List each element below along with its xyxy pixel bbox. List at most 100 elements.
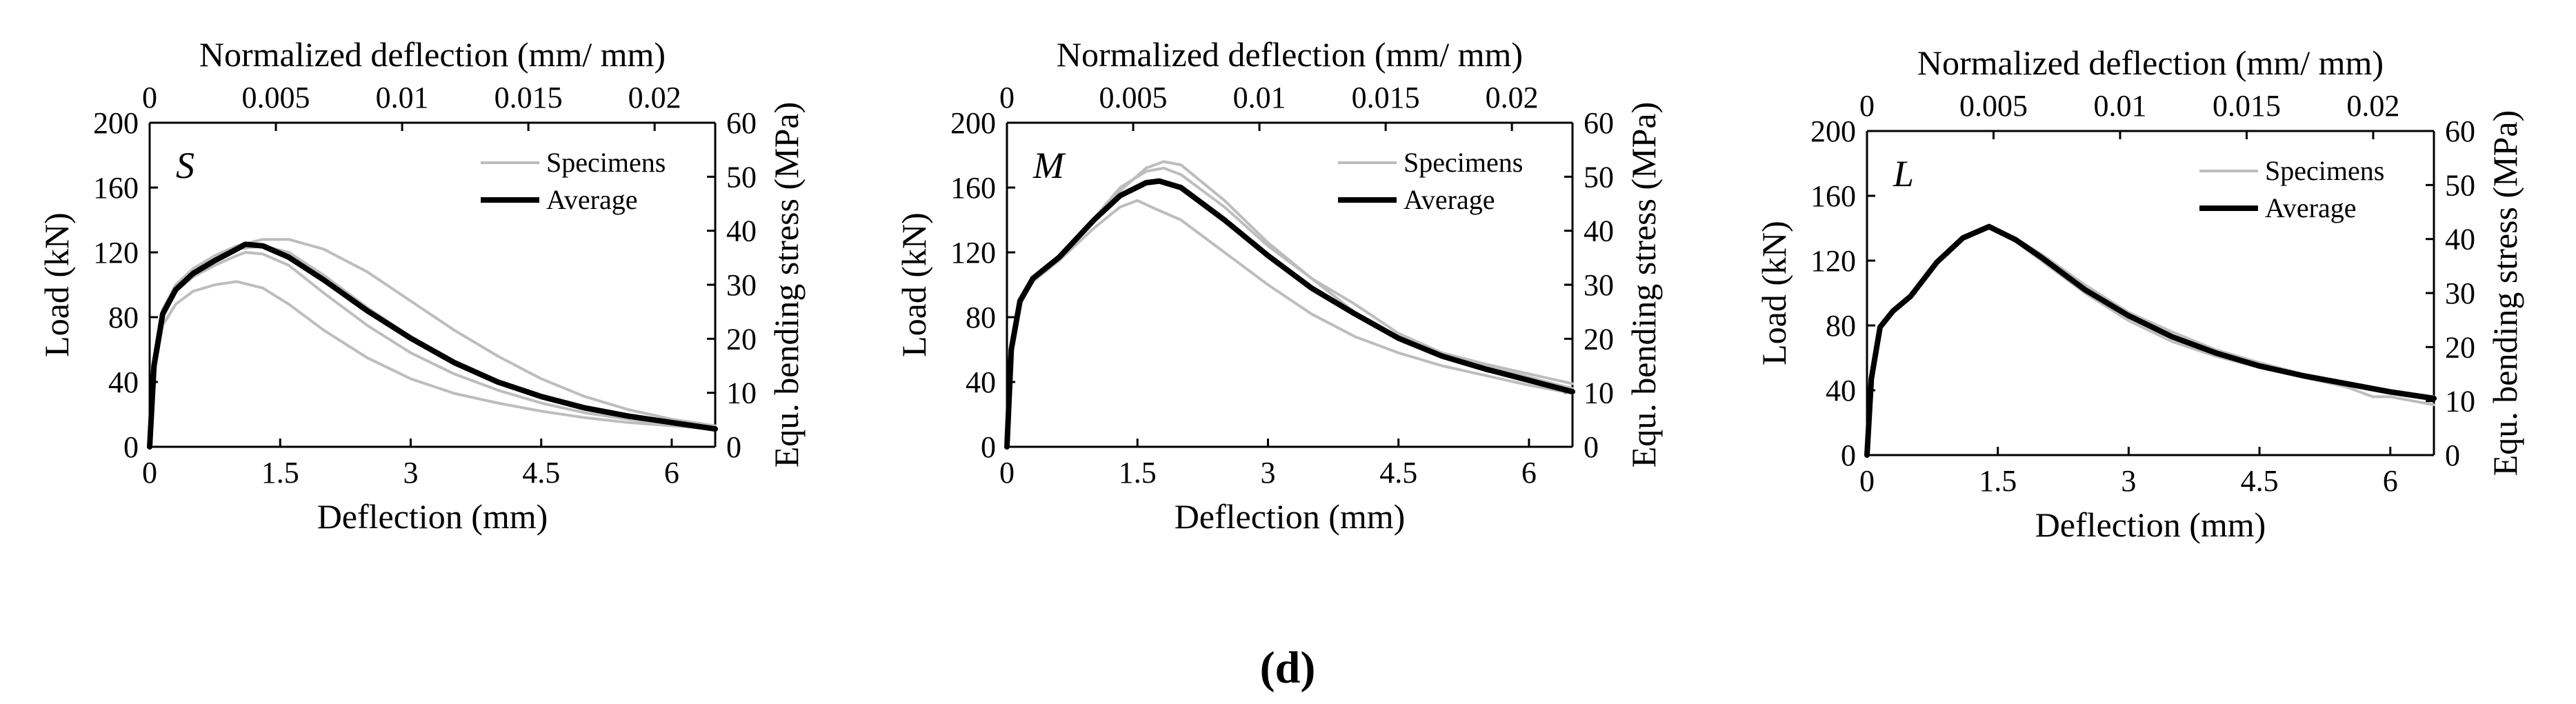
y2-tick-label: 20 — [1584, 322, 1614, 356]
x-tick-label: 1.5 — [261, 456, 299, 490]
average-line — [1004, 178, 1575, 450]
y-tick-label: 80 — [1826, 309, 1856, 343]
y-tick-label: 160 — [93, 171, 139, 205]
legend-average-label: Average — [546, 184, 638, 215]
x2-tick-label: 0.01 — [1233, 81, 1286, 114]
y2-axis-title: Equ. bending stress (MPa) — [767, 102, 806, 468]
x2-tick-label: 0.02 — [1486, 81, 1539, 114]
specimen-line — [1866, 223, 2435, 456]
y-tick-label: 0 — [981, 430, 996, 464]
x-tick-label: 3 — [2121, 464, 2136, 498]
y2-tick-label: 40 — [2445, 223, 2475, 257]
x-tick-label: 6 — [2383, 464, 2398, 498]
y-tick-label: 40 — [966, 365, 996, 399]
x-tick-label: 3 — [1260, 456, 1275, 490]
average-line — [1864, 223, 2437, 458]
legend-specimens-label: Specimens — [1404, 147, 1523, 178]
specimen-line — [148, 280, 717, 448]
x2-tick-label: 0 — [142, 81, 157, 114]
y2-tick-label: 10 — [2445, 385, 2475, 419]
y-axis-title: Load (kN) — [895, 212, 933, 357]
x2-tick-label: 0.02 — [628, 81, 681, 114]
y-tick-label: 120 — [950, 236, 996, 270]
specimen-line — [148, 238, 717, 448]
x-tick-label: 0 — [1859, 464, 1875, 498]
x-tick-label: 6 — [1521, 456, 1537, 490]
y2-tick-label: 60 — [2445, 114, 2475, 148]
x2-tick-label: 0 — [1859, 89, 1875, 123]
x-axis-title: Deflection (mm) — [1175, 497, 1406, 536]
y2-tick-label: 30 — [726, 268, 757, 302]
x2-tick-label: 0.005 — [1959, 89, 2028, 123]
y2-tick-label: 50 — [2445, 168, 2475, 202]
x2-tick-label: 0.005 — [242, 81, 310, 114]
y2-tick-label: 40 — [726, 214, 757, 248]
x-tick-label: 3 — [403, 456, 418, 490]
x-tick-label: 0 — [142, 456, 157, 490]
x2-tick-label: 0.01 — [376, 81, 429, 114]
y-tick-label: 0 — [1841, 439, 1856, 472]
y-tick-label: 200 — [1810, 114, 1856, 148]
legend-specimens-label: Specimens — [2265, 155, 2384, 186]
x-tick-label: 0 — [999, 456, 1015, 490]
x-axis-title: Deflection (mm) — [2035, 505, 2266, 544]
panel-label: L — [1893, 153, 1914, 194]
x2-axis-title: Normalized deflection (mm/ mm) — [199, 35, 666, 74]
y-tick-label: 80 — [966, 301, 996, 334]
y-tick-label: 0 — [123, 430, 139, 464]
y2-tick-label: 0 — [726, 430, 741, 464]
y2-tick-label: 20 — [2445, 330, 2475, 364]
caption-letter: d — [1275, 643, 1301, 693]
y-axis-title: Load (kN) — [1755, 221, 1793, 365]
x2-tick-label: 0 — [999, 81, 1015, 114]
x2-tick-label: 0.015 — [1352, 81, 1420, 114]
x2-axis-title: Normalized deflection (mm/ mm) — [1057, 35, 1523, 74]
y2-tick-label: 50 — [1584, 160, 1614, 194]
y-tick-label: 80 — [108, 301, 139, 334]
x2-tick-label: 0.01 — [2093, 89, 2146, 123]
figure-caption: (d) — [1260, 643, 1316, 693]
y2-tick-label: 40 — [1584, 214, 1614, 248]
x-tick-label: 6 — [664, 456, 679, 490]
x2-axis-title: Normalized deflection (mm/ mm) — [1917, 43, 2384, 82]
y2-tick-label: 50 — [726, 160, 757, 194]
y2-axis-title: Equ. bending stress (MPa) — [1624, 102, 1663, 468]
x-axis-title: Deflection (mm) — [317, 497, 548, 536]
legend-average-label: Average — [2265, 192, 2357, 223]
y2-axis-title: Equ. bending stress (MPa) — [2486, 110, 2524, 476]
y-tick-label: 40 — [108, 365, 139, 399]
legend-average-label: Average — [1404, 184, 1495, 215]
x-tick-label: 4.5 — [1379, 456, 1417, 490]
x2-tick-label: 0.005 — [1099, 81, 1168, 114]
y2-tick-label: 20 — [726, 322, 757, 356]
y2-tick-label: 30 — [1584, 268, 1614, 302]
legend-specimens-label: Specimens — [546, 147, 666, 178]
y-axis-title: Load (kN) — [37, 212, 76, 357]
x-tick-label: 4.5 — [2241, 464, 2279, 498]
y-tick-label: 160 — [950, 171, 996, 205]
specimen-line — [1866, 227, 2435, 456]
y-tick-label: 120 — [1810, 244, 1856, 278]
x2-tick-label: 0.015 — [2213, 89, 2281, 123]
y2-tick-label: 30 — [2445, 276, 2475, 310]
x-tick-label: 1.5 — [1979, 464, 2017, 498]
specimen-line — [1006, 199, 1574, 448]
y-tick-label: 40 — [1826, 374, 1856, 408]
panel-label: M — [1032, 145, 1066, 186]
y2-tick-label: 10 — [726, 376, 757, 410]
panel-label: S — [176, 145, 194, 186]
y2-tick-label: 60 — [1584, 106, 1614, 140]
y-tick-label: 200 — [950, 106, 996, 140]
x2-tick-label: 0.015 — [495, 81, 563, 114]
y2-tick-label: 0 — [1584, 430, 1599, 464]
y2-tick-label: 0 — [2445, 439, 2460, 472]
y2-tick-label: 10 — [1584, 376, 1614, 410]
y-tick-label: 200 — [93, 106, 139, 140]
average-line — [147, 241, 718, 450]
x-tick-label: 4.5 — [522, 456, 560, 490]
x-tick-label: 1.5 — [1119, 456, 1157, 490]
